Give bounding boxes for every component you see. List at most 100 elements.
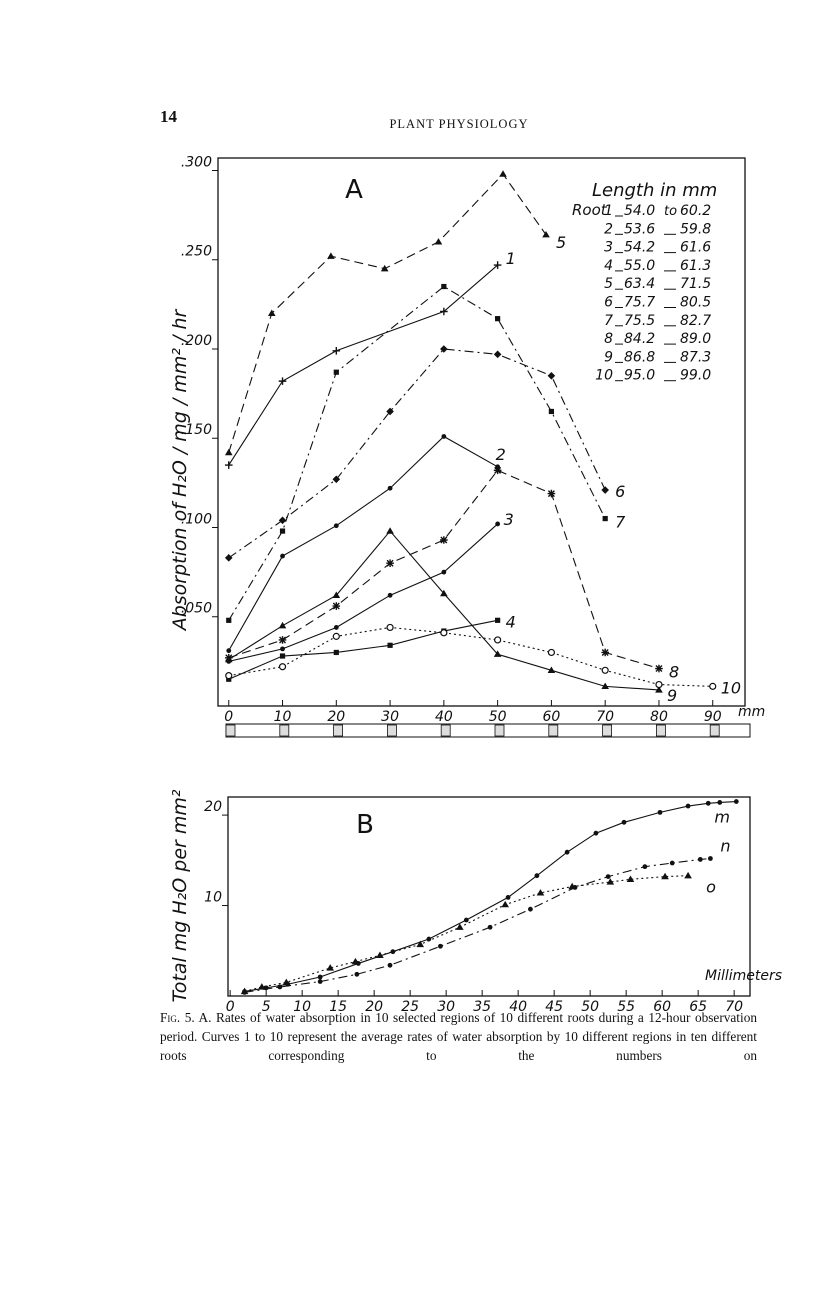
data-point: [280, 553, 285, 559]
root-region: [709, 724, 720, 737]
data-point: [684, 871, 692, 879]
series-label: n: [720, 837, 730, 856]
data-point: [495, 316, 501, 322]
data-point: [224, 655, 233, 663]
caption-text: A. Rates of water absorption in 10 selec…: [160, 1010, 757, 1063]
data-point: [463, 917, 469, 923]
legend-from: 63.4: [624, 276, 655, 292]
caption: Fig. 5. A. Rates of water absorption in …: [160, 1008, 757, 1065]
data-point: [258, 983, 266, 990]
data-point: [655, 664, 663, 673]
data-point: [655, 686, 663, 693]
data-point: [333, 649, 339, 656]
legend-root: 5: [604, 276, 613, 292]
legend-to: 60.2: [680, 203, 711, 219]
root-region: [386, 724, 397, 737]
y-tick-label: .300: [181, 154, 212, 170]
data-point: [386, 623, 394, 632]
data-point: [568, 882, 576, 890]
data-point: [605, 874, 611, 879]
data-point: [657, 809, 663, 815]
legend-from: 55.0: [624, 258, 655, 274]
x-tick-label: 40: [509, 999, 527, 1015]
data-point: [317, 979, 323, 984]
data-point: [495, 617, 501, 623]
x-tick-label: 5: [262, 999, 271, 1015]
x-tick-label: 70: [596, 709, 614, 725]
legend-root: 6: [604, 295, 613, 311]
data-point: [669, 860, 675, 866]
data-point: [332, 632, 340, 640]
legend-from: 54.0: [624, 203, 655, 219]
x-tick-label: 60: [542, 709, 560, 725]
data-point: [351, 957, 360, 965]
data-point: [547, 666, 556, 673]
series-label: m: [714, 808, 730, 827]
series-line: [228, 285, 606, 621]
legend-root: 4: [604, 258, 613, 274]
legend-root: 8: [604, 331, 613, 347]
series-label: 8: [669, 663, 679, 682]
x-tick-label: 70: [725, 999, 743, 1015]
data-point: [495, 521, 501, 527]
legend-to: 59.8: [680, 221, 711, 237]
data-point: [547, 489, 556, 498]
series-line: [228, 523, 499, 662]
series-label: 4: [506, 612, 516, 631]
data-point: [601, 486, 609, 494]
root-region: [440, 724, 451, 737]
x-tick-label: 90: [704, 709, 722, 725]
root-diagram: [225, 723, 751, 738]
data-point: [534, 873, 540, 879]
series-line: [244, 875, 689, 993]
data-point: [441, 434, 447, 439]
legend-from: 75.7: [624, 295, 655, 311]
data-point: [426, 936, 432, 942]
data-point: [267, 309, 276, 316]
legend-root: 1: [604, 203, 613, 219]
data-point: [326, 964, 335, 971]
data-point: [224, 461, 233, 469]
legend-root: 9: [604, 349, 613, 365]
series-label: 2: [496, 445, 506, 464]
data-point: [601, 666, 609, 674]
data-point: [493, 466, 502, 475]
series-label: 6: [615, 482, 625, 501]
data-point: [416, 940, 425, 948]
data-point: [386, 527, 394, 534]
data-point: [705, 800, 711, 806]
data-point: [697, 857, 703, 862]
y-axis-label: Total mg H₂O per mm²: [169, 789, 191, 1002]
data-point: [332, 475, 341, 484]
data-point: [487, 924, 493, 930]
legend-from: 86.8: [624, 349, 655, 365]
x-tick-label: 65: [689, 999, 707, 1015]
data-point: [279, 528, 286, 534]
data-point: [440, 536, 448, 544]
legend-root: 2: [604, 221, 613, 237]
series-line: [228, 626, 713, 687]
legend-row-label: Root: [572, 201, 608, 219]
legend-to: 71.5: [680, 276, 711, 292]
series-label: 3: [504, 510, 514, 529]
series-line: [244, 800, 737, 993]
data-point: [709, 682, 717, 690]
series-line: [228, 530, 659, 691]
data-point: [278, 516, 287, 525]
x-tick-label: 50: [581, 999, 599, 1015]
legend-joiner: to: [664, 204, 677, 219]
data-point: [438, 943, 443, 949]
x-axis-label: Millimeters: [705, 968, 782, 984]
series-line: [244, 857, 711, 993]
root-region: [494, 724, 505, 737]
data-point: [332, 602, 341, 610]
x-tick-label: 60: [653, 999, 671, 1015]
series-label: 1: [506, 249, 516, 268]
root-region: [225, 724, 236, 737]
x-tick-label: 20: [327, 709, 345, 725]
data-point: [240, 987, 249, 995]
y-tick-label: .100: [181, 511, 212, 527]
data-point: [547, 648, 556, 657]
data-point: [387, 485, 393, 491]
